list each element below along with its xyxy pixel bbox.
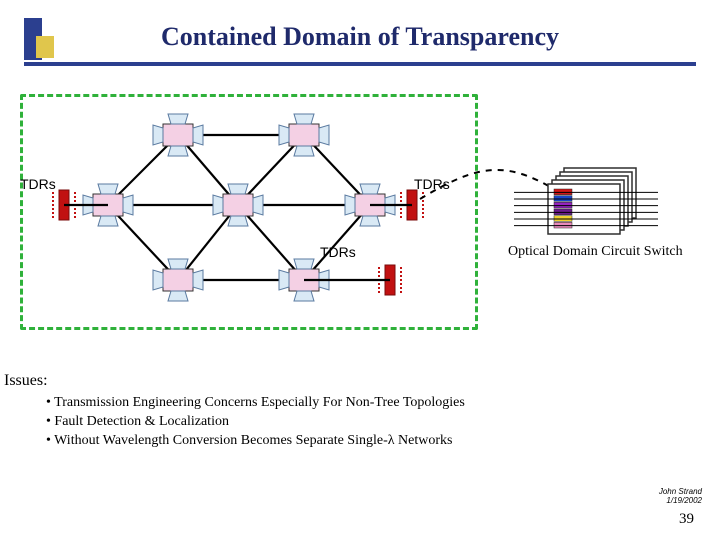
switch-node: [153, 114, 203, 156]
switch-node: [153, 259, 203, 301]
issues-item: • Fault Detection & Localization: [46, 413, 465, 432]
wdm-frame: [548, 184, 620, 234]
issues-list: • Transmission Engineering Concerns Espe…: [46, 394, 465, 451]
issues-heading: Issues:: [4, 372, 48, 390]
tdrs-label-bottom: TDRs: [320, 244, 356, 260]
switch-node: [279, 114, 329, 156]
switch-caption: Optical Domain Circuit Switch: [508, 244, 683, 260]
network-diagram: [0, 0, 720, 540]
tdrs-label-left: TDRs: [20, 176, 56, 192]
switch-node: [213, 184, 263, 226]
tdrs-label-right: TDRs: [414, 176, 450, 192]
issues-item: • Transmission Engineering Concerns Espe…: [46, 394, 465, 413]
issues-item: • Without Wavelength Conversion Becomes …: [46, 432, 465, 451]
page-number: 39: [679, 511, 694, 528]
footer-credit: John Strand1/19/2002: [659, 487, 702, 506]
